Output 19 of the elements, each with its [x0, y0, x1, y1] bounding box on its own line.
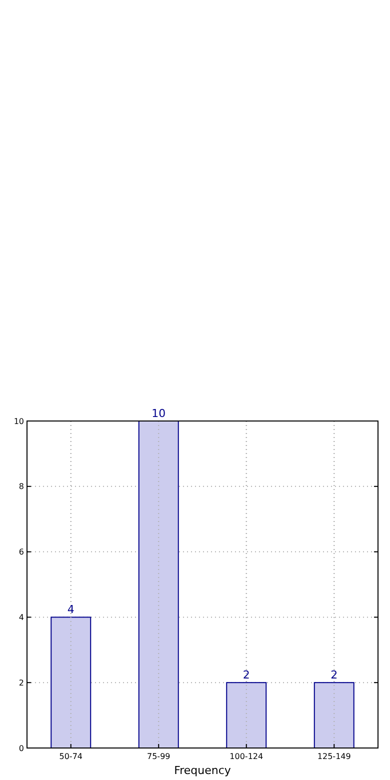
y-tick-label: 10 — [14, 416, 24, 426]
x-axis-title: Frequency — [174, 764, 232, 777]
y-tick-label: 8 — [18, 482, 24, 492]
y-tick-label: 6 — [18, 548, 24, 557]
bar — [138, 420, 179, 748]
data-label: 2 — [330, 668, 338, 682]
bar — [314, 682, 354, 748]
y-tick-label: 4 — [18, 613, 24, 622]
x-tick-label: 100-124 — [230, 752, 264, 761]
y-tick-label: 0 — [18, 744, 24, 753]
x-tick-label: 125-149 — [317, 752, 351, 761]
data-label: 4 — [67, 603, 74, 616]
bar — [226, 682, 267, 748]
x-tick-label: 75-99 — [147, 752, 170, 761]
y-tick-label: 2 — [18, 678, 24, 688]
data-label: 2 — [242, 668, 250, 682]
x-tick-label: 50-74 — [59, 752, 82, 761]
bar — [50, 616, 92, 748]
data-label: 10 — [152, 407, 166, 420]
